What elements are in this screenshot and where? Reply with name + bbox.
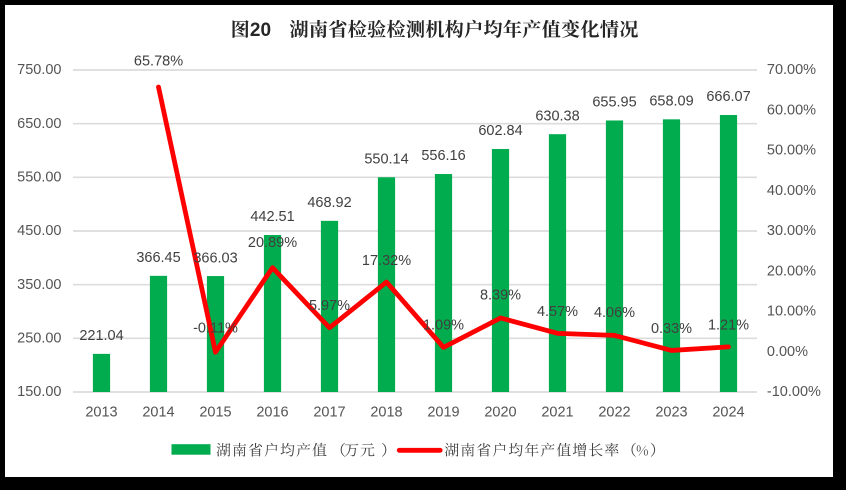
svg-text:-10.00%: -10.00% (767, 384, 821, 400)
svg-text:1.21%: 1.21% (708, 318, 749, 334)
svg-text:0.00%: 0.00% (767, 344, 808, 360)
svg-text:550.00: 550.00 (17, 170, 61, 186)
svg-text:40.00%: 40.00% (767, 183, 816, 199)
svg-text:8.39%: 8.39% (480, 288, 521, 304)
svg-text:2021: 2021 (541, 405, 573, 421)
svg-text:20.00%: 20.00% (767, 263, 816, 279)
svg-text:60.00%: 60.00% (767, 102, 816, 118)
svg-text:4.57%: 4.57% (537, 304, 578, 320)
svg-text:17.32%: 17.32% (362, 253, 411, 269)
svg-text:556.16: 556.16 (421, 148, 465, 164)
svg-text:2013: 2013 (85, 405, 117, 421)
svg-text:655.95: 655.95 (592, 95, 636, 111)
svg-text:4.06%: 4.06% (594, 305, 635, 321)
svg-text:666.07: 666.07 (706, 89, 750, 105)
svg-text:2023: 2023 (655, 405, 687, 421)
svg-text:2017: 2017 (313, 405, 345, 421)
svg-text:2024: 2024 (712, 405, 744, 421)
svg-text:-0.11%: -0.11% (193, 321, 238, 337)
svg-text:50.00%: 50.00% (767, 143, 816, 159)
svg-text:30.00%: 30.00% (767, 223, 816, 239)
svg-text:2020: 2020 (484, 405, 516, 421)
svg-text:450.00: 450.00 (17, 223, 61, 239)
svg-text:630.38: 630.38 (535, 108, 579, 124)
svg-text:2022: 2022 (598, 405, 630, 421)
svg-text:0.33%: 0.33% (651, 321, 692, 337)
svg-text:2018: 2018 (370, 405, 402, 421)
svg-text:366.03: 366.03 (193, 250, 237, 266)
svg-text:366.45: 366.45 (136, 250, 180, 266)
svg-text:2016: 2016 (256, 405, 288, 421)
svg-text:150.00: 150.00 (17, 384, 61, 400)
svg-text:350.00: 350.00 (17, 277, 61, 293)
svg-text:5.97%: 5.97% (309, 298, 350, 314)
svg-text:550.14: 550.14 (364, 151, 408, 167)
svg-text:20.89%: 20.89% (248, 235, 297, 251)
svg-text:2019: 2019 (427, 405, 459, 421)
svg-text:10.00%: 10.00% (767, 304, 816, 320)
svg-text:658.09: 658.09 (649, 94, 693, 110)
svg-text:650.00: 650.00 (17, 116, 61, 132)
svg-text:2015: 2015 (199, 405, 231, 421)
svg-text:221.04: 221.04 (79, 328, 123, 344)
svg-text:750.00: 750.00 (17, 62, 61, 78)
svg-text:602.84: 602.84 (478, 123, 522, 139)
svg-text:442.51: 442.51 (250, 209, 294, 225)
svg-text:20: 20 (250, 20, 271, 41)
svg-text:65.78%: 65.78% (134, 53, 183, 69)
svg-text:70.00%: 70.00% (767, 62, 816, 78)
svg-text:468.92: 468.92 (307, 195, 351, 211)
svg-text:2014: 2014 (142, 405, 174, 421)
svg-text:1.09%: 1.09% (423, 318, 464, 334)
svg-text:250.00: 250.00 (17, 331, 61, 347)
